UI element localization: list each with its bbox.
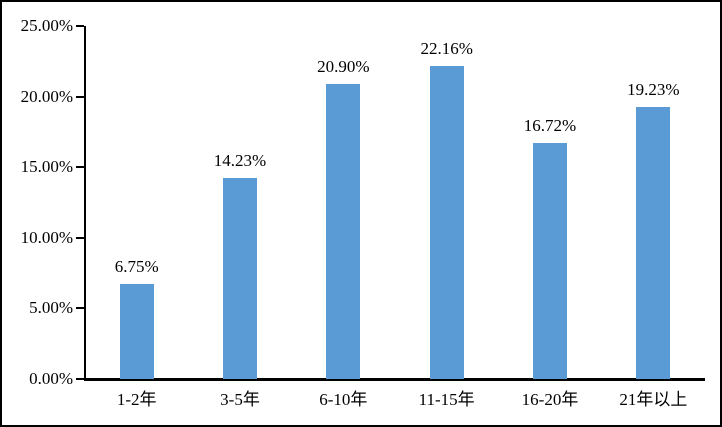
y-axis-tick-label: 5.00%	[29, 298, 73, 318]
bar	[223, 178, 257, 379]
bar-value-label: 20.90%	[317, 56, 370, 76]
x-axis-category-label: 6-10年	[319, 390, 368, 409]
y-axis-tick	[76, 307, 84, 310]
bar	[326, 83, 361, 379]
bar	[533, 142, 567, 379]
bar-value-label: 16.72%	[523, 115, 577, 135]
y-axis-tick	[76, 378, 84, 380]
y-axis-tick	[76, 95, 84, 98]
bar	[119, 283, 154, 379]
bar-value-label: 19.23%	[627, 80, 680, 100]
x-axis-category-label: 11-15年	[418, 390, 475, 409]
x-axis-category-label: 3-5年	[220, 390, 260, 409]
y-axis-tick-label: 10.00%	[20, 227, 73, 247]
bar	[636, 107, 671, 379]
y-axis-tick	[76, 166, 84, 169]
bar-value-label: 6.75%	[114, 256, 159, 276]
y-axis-tick-label: 15.00%	[20, 157, 73, 177]
y-axis-tick	[76, 25, 84, 27]
x-axis-category-label: 1-2年	[116, 390, 157, 409]
bar-value-label: 22.16%	[420, 39, 473, 59]
y-axis-tick-label: 20.00%	[20, 86, 73, 106]
y-axis-line	[84, 26, 86, 381]
x-axis-category-label: 16-20年	[521, 390, 579, 409]
y-axis-tick-label: 0.00%	[29, 369, 73, 388]
x-axis-category-label: 21年以上	[619, 390, 688, 409]
bar	[429, 66, 464, 379]
x-axis-line	[84, 378, 705, 381]
y-axis-tick	[76, 236, 84, 239]
bar-value-label: 14.23%	[213, 151, 267, 171]
y-axis-tick-label: 25.00%	[20, 16, 73, 35]
